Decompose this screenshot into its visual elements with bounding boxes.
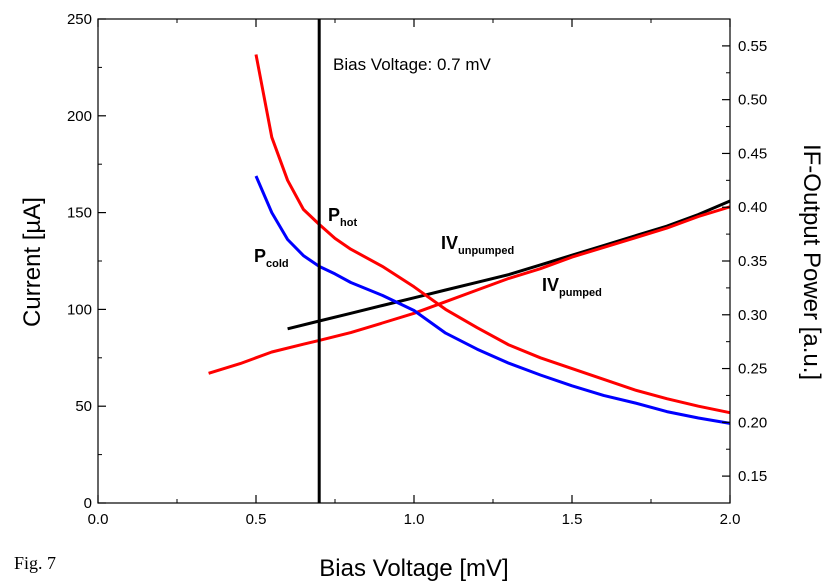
y-tick-label: 150: [67, 205, 92, 222]
axes-layer: [97, 18, 731, 504]
y-tick-label: 50: [75, 398, 92, 415]
p-cold-label-main: P: [254, 246, 266, 266]
curves-layer: [208, 54, 731, 425]
p-hot-label-main: P: [328, 205, 340, 225]
x-axis-title: Bias Voltage [mV]: [319, 555, 508, 581]
iv-pumped-label: IVpumped: [542, 275, 602, 299]
iv-unpumped-label: IVunpumped: [441, 233, 514, 257]
y-tick-label: 200: [67, 108, 92, 125]
y-tick-label: 100: [67, 301, 92, 318]
figure-caption: Fig. 7: [14, 553, 57, 573]
iv-pumped-label-sub: pumped: [559, 287, 602, 299]
iv-pumped-line: [208, 205, 731, 375]
y2-axis-title: IF-Output Power [a.u.]: [798, 144, 822, 380]
iv-unpumped-line: [287, 199, 731, 331]
y2-tick-label: 0.45: [738, 145, 767, 162]
p-cold-label: Pcold: [254, 246, 289, 270]
y2-tick-label: 0.50: [738, 92, 767, 109]
y2-tick-label: 0.40: [738, 199, 767, 216]
y2-tick-label: 0.15: [738, 468, 767, 485]
x-tick-label: 0.0: [88, 511, 109, 528]
y2-tick-label: 0.30: [738, 307, 767, 324]
iv-unpumped-label-main: IV: [441, 233, 458, 253]
p-cold-label-sub: cold: [266, 258, 289, 270]
p-hot-label: Phot: [328, 205, 357, 229]
p-hot-line: [254, 54, 731, 415]
y-axis-title: Current [µA]: [19, 197, 46, 327]
y2-tick-label: 0.20: [738, 414, 767, 431]
y2-tick-label: 0.35: [738, 253, 767, 270]
plot-frame: [97, 18, 731, 504]
y-tick-label: 250: [67, 11, 92, 28]
bias-annotation: Bias Voltage: 0.7 mV: [333, 55, 491, 74]
y2-tick-label: 0.55: [738, 38, 767, 55]
x-tick-label: 1.0: [404, 511, 425, 528]
iv-pumped-label-main: IV: [542, 275, 559, 295]
ticks-layer: 0.0 0.5 1.0 1.5 2.0 0 50 100 150 200 250 0.15 0.20 0.…: [67, 11, 767, 528]
x-tick-label: 1.5: [562, 511, 583, 528]
p-hot-label-sub: hot: [340, 217, 357, 229]
x-tick-label: 0.5: [246, 511, 267, 528]
iv-unpumped-label-sub: unpumped: [458, 245, 514, 257]
p-cold-line: [254, 175, 731, 425]
x-tick-label: 2.0: [720, 511, 741, 528]
y-tick-label: 0: [84, 495, 92, 512]
y2-tick-label: 0.25: [738, 361, 767, 378]
